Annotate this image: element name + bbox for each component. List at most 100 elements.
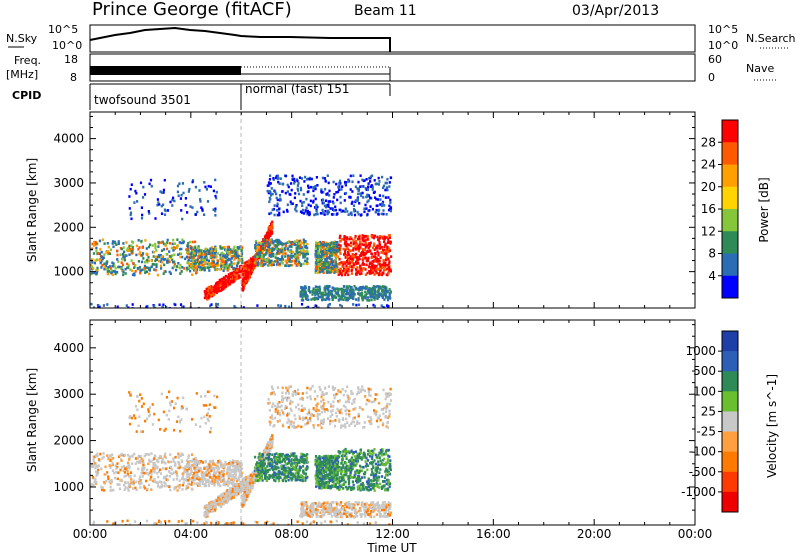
echo-cell — [348, 256, 351, 260]
echo-cell — [186, 248, 189, 251]
echo-cell — [100, 250, 103, 254]
echo-cell — [168, 485, 171, 488]
echo-cell — [128, 246, 131, 249]
echo-cell — [363, 248, 366, 251]
echo-cell — [129, 213, 132, 217]
echo-cell — [342, 293, 345, 296]
echo-cell — [351, 200, 354, 204]
echo-cell — [144, 271, 147, 274]
echo-cell — [129, 471, 133, 474]
echo-cell — [325, 257, 329, 260]
echo-cell — [275, 196, 278, 200]
echo-cell — [324, 265, 327, 268]
echo-cell — [369, 293, 372, 297]
echo-cell — [91, 482, 94, 486]
echo-cell — [136, 267, 139, 270]
echo-cell — [270, 263, 273, 267]
freq-label: Freq. — [14, 54, 41, 67]
echo-cell — [193, 464, 196, 467]
echo-cell — [179, 272, 182, 275]
echo-cell — [298, 262, 301, 265]
echo-cell — [207, 266, 210, 270]
echo-cell — [254, 246, 257, 249]
echo-cell — [216, 288, 219, 292]
echo-cell — [246, 260, 249, 264]
echo-cell — [328, 244, 331, 247]
echo-cell — [171, 266, 174, 270]
colorbar-swatch — [722, 186, 738, 210]
echo-cell — [194, 240, 197, 244]
echo-cell — [237, 468, 240, 472]
echo-cell — [375, 267, 378, 271]
echo-cell — [181, 182, 184, 185]
echo-cell — [222, 465, 225, 468]
echo-cell — [277, 180, 280, 184]
echo-cell — [178, 182, 181, 185]
echo-cell — [223, 245, 226, 249]
echo-cell — [322, 240, 325, 244]
echo-cell — [197, 262, 201, 266]
echo-cell — [301, 293, 304, 297]
echo-cell — [312, 194, 315, 198]
echo-cell — [132, 487, 135, 490]
echo-cell — [215, 302, 218, 306]
echo-cell — [375, 294, 378, 297]
echo-cell — [332, 245, 335, 249]
echo-cell — [352, 294, 355, 298]
echo-cell — [338, 270, 341, 273]
echo-cell — [312, 186, 315, 190]
echo-cell — [314, 261, 317, 264]
echo-cell — [379, 287, 382, 290]
echo-cell — [256, 304, 259, 307]
echo-cell — [125, 474, 128, 478]
nave-tick-top: 60 — [708, 53, 722, 66]
echo-cell — [214, 290, 217, 294]
echo-cell — [129, 187, 132, 191]
echo-cell — [326, 243, 330, 246]
echo-cell — [364, 241, 367, 245]
echo-cell — [171, 254, 174, 257]
echo-cell — [338, 294, 341, 298]
echo-cell — [241, 283, 244, 287]
echo-cell — [125, 468, 128, 471]
echo-cell — [360, 194, 363, 198]
echo-cell — [276, 260, 279, 264]
echo-cell — [178, 241, 181, 244]
echo-cell — [350, 211, 353, 214]
echo-cell — [207, 484, 210, 488]
echo-cell — [192, 474, 195, 477]
echo-cell — [186, 460, 190, 464]
echo-cell — [357, 292, 360, 295]
echo-cell — [315, 289, 318, 292]
echo-cell — [314, 206, 317, 209]
echo-cell — [154, 480, 157, 484]
echo-cell — [199, 477, 202, 480]
echo-cell — [344, 248, 347, 251]
echo-cell — [170, 468, 173, 471]
echo-cell — [180, 241, 183, 245]
echo-cell — [307, 288, 310, 292]
echo-cell — [203, 467, 206, 470]
echo-cell — [304, 259, 307, 263]
echo-cell — [159, 468, 162, 472]
echo-cell — [145, 266, 148, 269]
echo-cell — [160, 212, 164, 215]
echo-cell — [229, 258, 232, 261]
echo-cell — [247, 261, 250, 265]
echo-cell — [272, 241, 275, 245]
echo-cell — [363, 243, 366, 247]
echo-cell — [346, 243, 349, 246]
echo-cell — [363, 236, 366, 239]
echo-cell — [361, 263, 364, 266]
echo-cell — [158, 470, 161, 473]
echo-cell — [194, 467, 197, 470]
echo-cell — [346, 285, 349, 288]
echo-cell — [355, 303, 358, 307]
echo-cell — [344, 182, 347, 185]
echo-cell — [235, 252, 238, 256]
echo-cell — [251, 258, 254, 261]
echo-cell — [215, 190, 218, 194]
echo-cell — [92, 244, 95, 247]
echo-cell — [317, 250, 320, 253]
echo-cell — [101, 238, 104, 242]
